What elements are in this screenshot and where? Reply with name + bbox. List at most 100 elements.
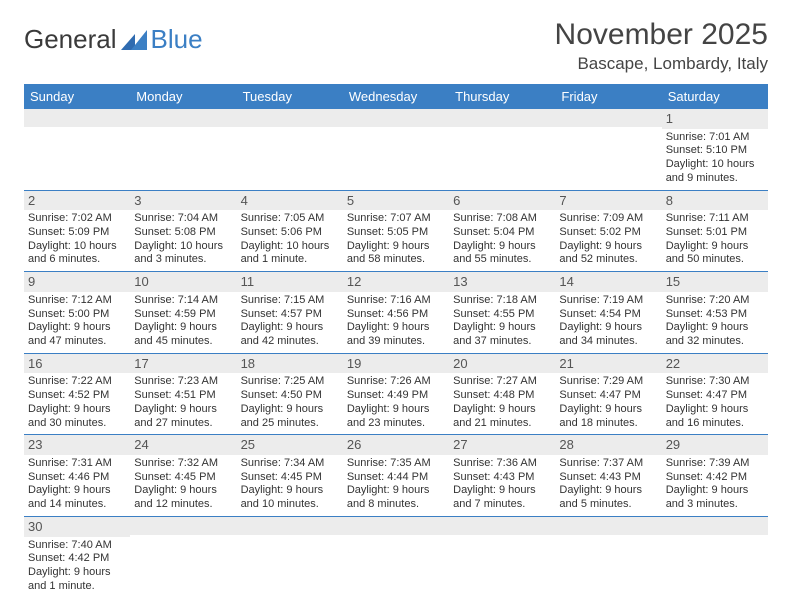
daylight-text: Daylight: 10 hours and 9 minutes. (666, 158, 764, 186)
sunset-text: Sunset: 4:47 PM (666, 389, 764, 403)
sunset-text: Sunset: 4:45 PM (241, 471, 339, 485)
day-details: Sunrise: 7:30 AMSunset: 4:47 PMDaylight:… (662, 373, 768, 434)
day-number: 25 (237, 435, 343, 455)
day-cell (237, 109, 343, 190)
sunrise-text: Sunrise: 7:35 AM (347, 457, 445, 471)
day-details: Sunrise: 7:40 AMSunset: 4:42 PMDaylight:… (24, 537, 130, 598)
daylight-text: Daylight: 9 hours and 8 minutes. (347, 484, 445, 512)
day-details: Sunrise: 7:14 AMSunset: 4:59 PMDaylight:… (130, 292, 236, 353)
day-cell: 25Sunrise: 7:34 AMSunset: 4:45 PMDayligh… (237, 435, 343, 516)
daylight-text: Daylight: 9 hours and 21 minutes. (453, 403, 551, 431)
day-number: 23 (24, 435, 130, 455)
day-number (662, 517, 768, 535)
day-cell (343, 517, 449, 598)
day-cell: 12Sunrise: 7:16 AMSunset: 4:56 PMDayligh… (343, 272, 449, 353)
day-cell: 26Sunrise: 7:35 AMSunset: 4:44 PMDayligh… (343, 435, 449, 516)
daylight-text: Daylight: 10 hours and 3 minutes. (134, 240, 232, 268)
day-cell (343, 109, 449, 190)
day-number: 14 (555, 272, 661, 292)
daylight-text: Daylight: 9 hours and 32 minutes. (666, 321, 764, 349)
title-block: November 2025 Bascape, Lombardy, Italy (555, 18, 768, 74)
sunset-text: Sunset: 4:42 PM (666, 471, 764, 485)
daylight-text: Daylight: 9 hours and 12 minutes. (134, 484, 232, 512)
daylight-text: Daylight: 9 hours and 18 minutes. (559, 403, 657, 431)
sunset-text: Sunset: 5:10 PM (666, 144, 764, 158)
day-cell: 20Sunrise: 7:27 AMSunset: 4:48 PMDayligh… (449, 354, 555, 435)
day-cell (130, 517, 236, 598)
day-details: Sunrise: 7:26 AMSunset: 4:49 PMDaylight:… (343, 373, 449, 434)
sunset-text: Sunset: 4:59 PM (134, 308, 232, 322)
sunset-text: Sunset: 4:47 PM (559, 389, 657, 403)
day-cell: 15Sunrise: 7:20 AMSunset: 4:53 PMDayligh… (662, 272, 768, 353)
sunrise-text: Sunrise: 7:31 AM (28, 457, 126, 471)
day-details: Sunrise: 7:32 AMSunset: 4:45 PMDaylight:… (130, 455, 236, 516)
sunrise-text: Sunrise: 7:07 AM (347, 212, 445, 226)
day-cell: 9 Sunrise: 7:12 AMSunset: 5:00 PMDaylight… (24, 272, 130, 353)
day-number (343, 109, 449, 127)
day-cell (662, 517, 768, 598)
day-number: 8 (662, 191, 768, 211)
day-cell: 1Sunrise: 7:01 AMSunset: 5:10 PMDaylight… (662, 109, 768, 190)
week-row: 16Sunrise: 7:22 AMSunset: 4:52 PMDayligh… (24, 354, 768, 436)
daylight-text: Daylight: 9 hours and 47 minutes. (28, 321, 126, 349)
day-number: 15 (662, 272, 768, 292)
sunset-text: Sunset: 4:55 PM (453, 308, 551, 322)
day-number (130, 517, 236, 535)
sunset-text: Sunset: 5:00 PM (28, 308, 126, 322)
sunrise-text: Sunrise: 7:12 AM (28, 294, 126, 308)
daylight-text: Daylight: 9 hours and 23 minutes. (347, 403, 445, 431)
day-cell: 18Sunrise: 7:25 AMSunset: 4:50 PMDayligh… (237, 354, 343, 435)
sunrise-text: Sunrise: 7:30 AM (666, 375, 764, 389)
logo-text-1: General (24, 24, 117, 55)
sunrise-text: Sunrise: 7:16 AM (347, 294, 445, 308)
day-number: 30 (24, 517, 130, 537)
day-cell (130, 109, 236, 190)
sunset-text: Sunset: 4:57 PM (241, 308, 339, 322)
day-cell: 6Sunrise: 7:08 AMSunset: 5:04 PMDaylight… (449, 191, 555, 272)
day-cell: 13Sunrise: 7:18 AMSunset: 4:55 PMDayligh… (449, 272, 555, 353)
sunrise-text: Sunrise: 7:04 AM (134, 212, 232, 226)
day-details: Sunrise: 7:25 AMSunset: 4:50 PMDaylight:… (237, 373, 343, 434)
day-number (343, 517, 449, 535)
day-details: Sunrise: 7:20 AMSunset: 4:53 PMDaylight:… (662, 292, 768, 353)
sunset-text: Sunset: 4:50 PM (241, 389, 339, 403)
day-header: Tuesday (237, 84, 343, 109)
day-number (237, 517, 343, 535)
day-details: Sunrise: 7:19 AMSunset: 4:54 PMDaylight:… (555, 292, 661, 353)
day-cell: 4Sunrise: 7:05 AMSunset: 5:06 PMDaylight… (237, 191, 343, 272)
sunrise-text: Sunrise: 7:25 AM (241, 375, 339, 389)
daylight-text: Daylight: 9 hours and 27 minutes. (134, 403, 232, 431)
day-details: Sunrise: 7:31 AMSunset: 4:46 PMDaylight:… (24, 455, 130, 516)
day-number: 21 (555, 354, 661, 374)
sunrise-text: Sunrise: 7:05 AM (241, 212, 339, 226)
day-number: 18 (237, 354, 343, 374)
day-cell: 19Sunrise: 7:26 AMSunset: 4:49 PMDayligh… (343, 354, 449, 435)
day-number: 24 (130, 435, 236, 455)
sunrise-text: Sunrise: 7:18 AM (453, 294, 551, 308)
sunset-text: Sunset: 4:48 PM (453, 389, 551, 403)
day-number: 13 (449, 272, 555, 292)
week-row: 9Sunrise: 7:12 AMSunset: 5:00 PMDaylight… (24, 272, 768, 354)
sunset-text: Sunset: 4:44 PM (347, 471, 445, 485)
daylight-text: Daylight: 9 hours and 55 minutes. (453, 240, 551, 268)
day-header: Monday (130, 84, 236, 109)
day-cell: 29Sunrise: 7:39 AMSunset: 4:42 PMDayligh… (662, 435, 768, 516)
day-details: Sunrise: 7:27 AMSunset: 4:48 PMDaylight:… (449, 373, 555, 434)
sunrise-text: Sunrise: 7:20 AM (666, 294, 764, 308)
day-details: Sunrise: 7:15 AMSunset: 4:57 PMDaylight:… (237, 292, 343, 353)
day-details: Sunrise: 7:02 AMSunset: 5:09 PMDaylight:… (24, 210, 130, 271)
sunrise-text: Sunrise: 7:39 AM (666, 457, 764, 471)
day-number (555, 517, 661, 535)
day-details: Sunrise: 7:09 AMSunset: 5:02 PMDaylight:… (555, 210, 661, 271)
day-details: Sunrise: 7:36 AMSunset: 4:43 PMDaylight:… (449, 455, 555, 516)
day-number: 5 (343, 191, 449, 211)
sunrise-text: Sunrise: 7:36 AM (453, 457, 551, 471)
day-cell: 17Sunrise: 7:23 AMSunset: 4:51 PMDayligh… (130, 354, 236, 435)
sunset-text: Sunset: 5:05 PM (347, 226, 445, 240)
week-row: 30Sunrise: 7:40 AMSunset: 4:42 PMDayligh… (24, 517, 768, 598)
day-cell: 30Sunrise: 7:40 AMSunset: 4:42 PMDayligh… (24, 517, 130, 598)
day-header-row: Sunday Monday Tuesday Wednesday Thursday… (24, 84, 768, 109)
daylight-text: Daylight: 9 hours and 3 minutes. (666, 484, 764, 512)
day-number: 9 (24, 272, 130, 292)
daylight-text: Daylight: 9 hours and 25 minutes. (241, 403, 339, 431)
